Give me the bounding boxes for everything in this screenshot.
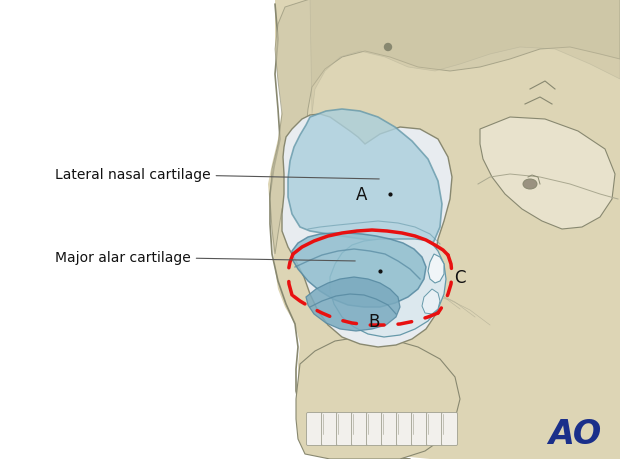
FancyBboxPatch shape: [337, 413, 353, 446]
FancyBboxPatch shape: [427, 413, 443, 446]
Text: C: C: [454, 269, 466, 286]
FancyBboxPatch shape: [397, 413, 412, 446]
Polygon shape: [292, 234, 426, 308]
FancyBboxPatch shape: [412, 413, 428, 446]
Text: AO: AO: [548, 418, 601, 451]
Polygon shape: [330, 240, 446, 337]
Polygon shape: [282, 115, 452, 347]
Polygon shape: [428, 254, 444, 283]
Polygon shape: [310, 0, 620, 115]
FancyBboxPatch shape: [306, 413, 322, 446]
FancyBboxPatch shape: [352, 413, 368, 446]
FancyBboxPatch shape: [366, 413, 383, 446]
Polygon shape: [288, 110, 442, 252]
Polygon shape: [293, 142, 307, 157]
Text: Lateral nasal cartilage: Lateral nasal cartilage: [55, 168, 379, 182]
Text: A: A: [356, 185, 368, 203]
Text: B: B: [368, 312, 379, 330]
Polygon shape: [306, 277, 400, 331]
Text: Major alar cartilage: Major alar cartilage: [55, 251, 355, 264]
Polygon shape: [480, 118, 615, 230]
Polygon shape: [422, 289, 440, 314]
Circle shape: [384, 45, 391, 51]
FancyBboxPatch shape: [322, 413, 337, 446]
Ellipse shape: [523, 179, 537, 190]
Polygon shape: [296, 337, 460, 459]
Polygon shape: [268, 0, 620, 459]
Polygon shape: [290, 132, 316, 162]
FancyBboxPatch shape: [381, 413, 397, 446]
Polygon shape: [270, 0, 620, 254]
FancyBboxPatch shape: [441, 413, 458, 446]
